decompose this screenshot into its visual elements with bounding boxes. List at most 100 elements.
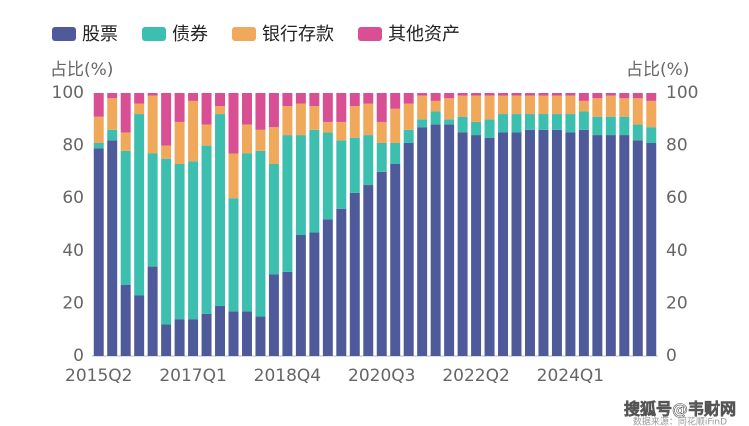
bar-segment [605, 95, 616, 117]
bar-segment [646, 93, 657, 101]
bar-segment [147, 266, 158, 356]
bar-segment [188, 93, 199, 101]
bar-segment [403, 129, 414, 143]
bar-segment [471, 121, 482, 136]
bar-segment [457, 95, 468, 117]
bar-segment [538, 129, 549, 356]
bar-segment [215, 106, 226, 115]
bar-segment [619, 93, 630, 99]
bar-segment [632, 98, 643, 125]
bar-segment [605, 93, 616, 96]
bar-segment [471, 93, 482, 96]
bar-segment [228, 153, 239, 199]
bar-segment [215, 93, 226, 107]
bar-segment [107, 129, 118, 141]
bar-segment [336, 208, 347, 356]
bar-segment [484, 137, 495, 356]
bar-segment [457, 116, 468, 133]
bar-segment [268, 274, 279, 356]
bar-segment [295, 93, 306, 104]
bar-segment [498, 132, 509, 356]
bar-segment [228, 198, 239, 312]
bar-segment [376, 121, 387, 143]
bar-segment [578, 129, 589, 356]
y2-tick-label: 20 [666, 293, 688, 313]
bar-segment [511, 132, 522, 356]
bar-segment [147, 93, 158, 96]
bar-segment [215, 114, 226, 307]
bar-segment [498, 114, 509, 133]
bar-segment [471, 135, 482, 356]
bar-segment [309, 232, 320, 356]
bar-segment [201, 124, 212, 146]
bar-segment [524, 95, 535, 115]
bar-segment [444, 93, 455, 99]
legend-swatch [358, 27, 382, 41]
bar-segment [322, 219, 333, 356]
bar-segment [282, 93, 293, 107]
bar-segment [376, 171, 387, 356]
bar-segment [605, 116, 616, 136]
bar-segment [376, 142, 387, 172]
bar-segment [538, 93, 549, 96]
bar-segment [390, 93, 401, 109]
bar-segment [241, 311, 252, 356]
bar-segment [403, 142, 414, 356]
bar-segment [174, 93, 185, 122]
bar-segment [336, 121, 347, 141]
bar-segment [188, 161, 199, 320]
legend-label: 股票 [82, 24, 118, 45]
bar-segment [295, 103, 306, 136]
bar-segment [578, 93, 589, 101]
bar-segment [349, 106, 360, 138]
bar-segment [161, 145, 172, 159]
x-tick-label: 2022Q2 [442, 366, 509, 386]
bar-segment [457, 93, 468, 96]
bar-segment [592, 116, 603, 136]
bar-segment [241, 124, 252, 154]
bar-segment [107, 98, 118, 130]
y2-tick-label: 0 [666, 346, 677, 366]
y-tick-label: 0 [73, 346, 84, 366]
bar-segment [632, 124, 643, 141]
bar-segment [403, 103, 414, 130]
bar-segment [457, 132, 468, 356]
y2-axis-label: 占比(%) [626, 60, 689, 80]
bar-segment [390, 142, 401, 165]
bar-segment [174, 164, 185, 320]
bar-segment [107, 140, 118, 356]
watermark: 搜狐号@韦财网 [624, 400, 736, 419]
bar-segment [120, 93, 131, 133]
bar-segment [241, 153, 252, 312]
bar-segment [282, 135, 293, 272]
bar-segment [484, 93, 495, 96]
bar-segment [188, 100, 199, 162]
bar-segment [228, 311, 239, 356]
bar-segment [201, 145, 212, 314]
bar-segment [430, 124, 441, 356]
bar-segment [444, 119, 455, 125]
bar-segment [646, 100, 657, 128]
bar-segment [565, 93, 576, 96]
bar-segment [538, 95, 549, 115]
y-tick-label: 80 [62, 136, 84, 156]
bar-segment [309, 93, 320, 107]
bar-segment [417, 95, 428, 120]
bar-segment [444, 98, 455, 120]
legend-label: 债券 [172, 24, 208, 45]
bar-segment [188, 319, 199, 356]
bar-segment [255, 316, 266, 356]
bar-segment [390, 108, 401, 143]
bar-segment [228, 93, 239, 154]
bar-segment [161, 158, 172, 325]
bar-segment [120, 132, 131, 151]
bar-segment [134, 103, 145, 115]
bar-segment [511, 93, 522, 96]
bar-segment [322, 93, 333, 122]
bar-segment [524, 129, 535, 356]
bar-segment [107, 93, 118, 99]
bar-segment [484, 95, 495, 120]
bar-segment [565, 95, 576, 115]
bar-segment [632, 140, 643, 356]
